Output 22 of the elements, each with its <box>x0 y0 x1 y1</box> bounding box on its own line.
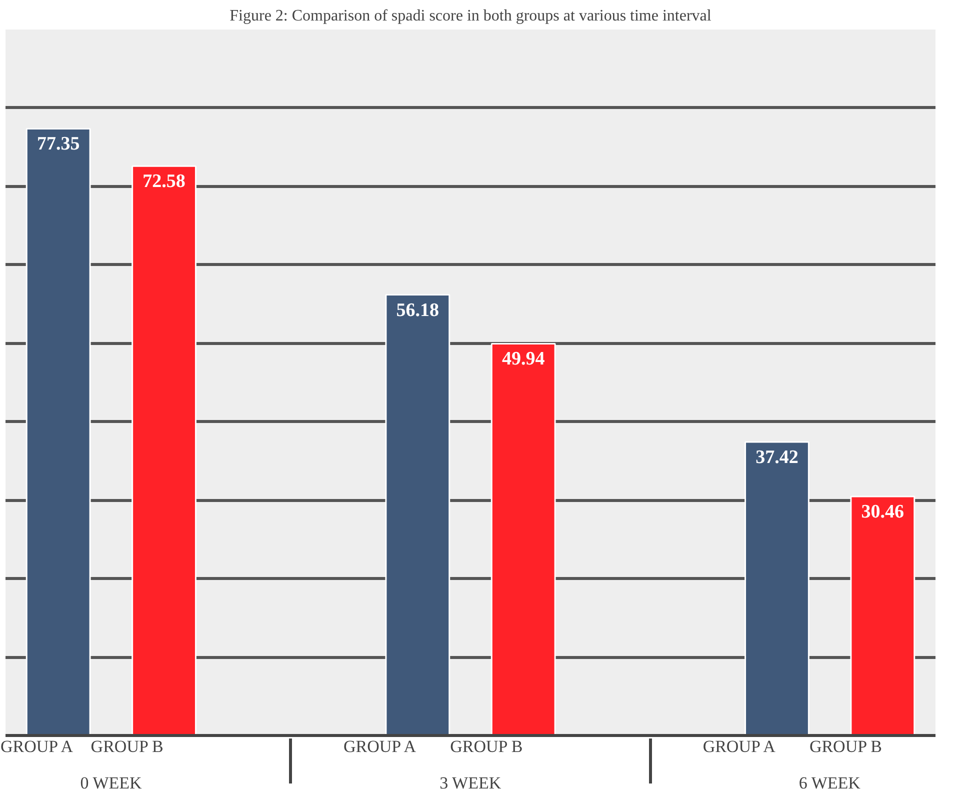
bar <box>490 343 556 736</box>
bar <box>385 294 450 736</box>
x-tick-label: 3 WEEK <box>440 774 502 792</box>
text: GROUP A <box>702 737 776 756</box>
bar <box>132 165 196 736</box>
bar <box>850 496 916 736</box>
chart-title: Figure 2: Comparison of spadi score in both groups at various time interval <box>230 8 712 24</box>
series-label: GROUP B <box>90 737 164 756</box>
data-label: 72.58 <box>142 171 186 192</box>
bar <box>26 128 91 736</box>
bar <box>744 441 810 736</box>
data-label: 37.42 <box>756 446 798 468</box>
data-label: 30.46 <box>861 502 904 523</box>
text: GROUP B <box>450 737 523 756</box>
data-label: 49.94 <box>502 348 546 370</box>
data-label: 77.35 <box>36 134 80 155</box>
data-label: 56.18 <box>396 300 440 321</box>
text: GROUP B <box>809 737 882 756</box>
series-label: GROUP A <box>0 737 74 756</box>
x-tick-label: 0 WEEK <box>80 774 143 792</box>
x-tick-label: 6 WEEK <box>798 774 862 792</box>
text: GROUP A <box>344 737 416 756</box>
